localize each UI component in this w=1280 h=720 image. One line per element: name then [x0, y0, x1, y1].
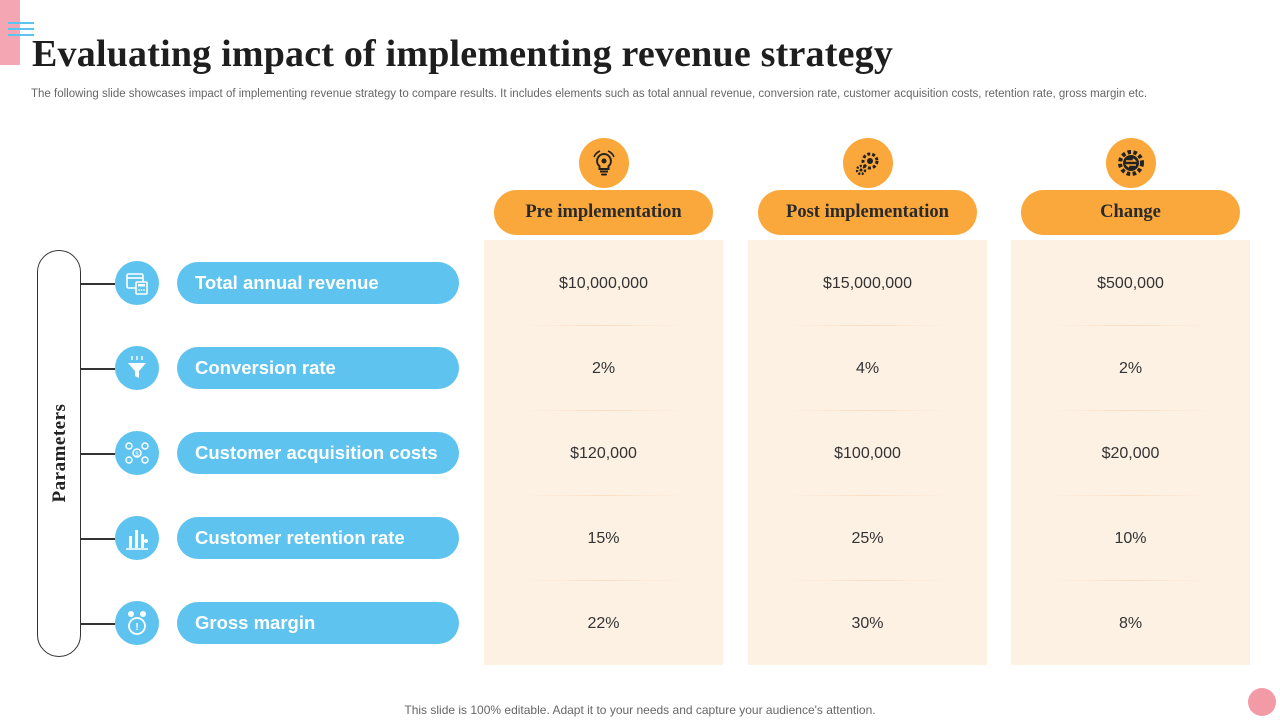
calculator-calendar-icon	[115, 261, 159, 305]
row-divider	[1051, 410, 1211, 411]
cell-conversion-pre: 2%	[591, 359, 616, 377]
cell-retention-pre: 15%	[587, 529, 620, 547]
cell-revenue-post: $15,000,000	[823, 274, 912, 292]
column-panel-pre	[484, 240, 723, 665]
corner-accent	[0, 0, 20, 65]
parameters-label: Parameters	[49, 403, 70, 503]
row-label-total-annual-revenue: Total annual revenue	[177, 262, 459, 304]
row-divider	[524, 325, 684, 326]
footer-note: This slide is 100% editable. Adapt it to…	[404, 703, 876, 717]
svg-text:!: !	[135, 622, 138, 633]
cell-acquisition-change: $20,000	[1101, 444, 1160, 462]
cell-retention-change: 10%	[1114, 529, 1147, 547]
cell-margin-pre: 22%	[587, 614, 620, 632]
row-divider	[524, 580, 684, 581]
funnel-icon	[115, 346, 159, 390]
cell-acquisition-pre: $120,000	[570, 444, 637, 462]
row-divider	[524, 410, 684, 411]
row-label-gross-margin: Gross margin	[177, 602, 459, 644]
column-header-post: Post implementation	[758, 190, 977, 235]
connector-line	[81, 453, 115, 455]
column-panel-post	[748, 240, 987, 665]
row-label-customer-acquisition-costs: Customer acquisition costs	[177, 432, 459, 474]
menu-icon[interactable]	[8, 22, 34, 38]
gear-arrows-icon	[1106, 138, 1156, 188]
cell-acquisition-post: $100,000	[834, 444, 901, 462]
column-panel-change	[1011, 240, 1250, 665]
connector-line	[81, 368, 115, 370]
row-divider	[1051, 495, 1211, 496]
gears-icon	[843, 138, 893, 188]
cell-conversion-post: 4%	[855, 359, 880, 377]
column-header-pre: Pre implementation	[494, 190, 713, 235]
cell-margin-change: 8%	[1118, 614, 1143, 632]
row-divider	[788, 325, 948, 326]
slide-subtitle: The following slide showcases impact of …	[31, 88, 1148, 100]
cell-revenue-pre: $10,000,000	[559, 274, 648, 292]
money-bag-icon: !	[115, 601, 159, 645]
row-label-conversion-rate: Conversion rate	[177, 347, 459, 389]
customer-network-icon: $	[115, 431, 159, 475]
cell-conversion-change: 2%	[1118, 359, 1143, 377]
bar-chart-people-icon	[115, 516, 159, 560]
row-divider	[1051, 325, 1211, 326]
row-divider	[788, 495, 948, 496]
row-label-customer-retention-rate: Customer retention rate	[177, 517, 459, 559]
cell-revenue-change: $500,000	[1097, 274, 1164, 292]
connector-line	[81, 538, 115, 540]
parameters-bracket	[37, 250, 81, 657]
lightbulb-gear-icon	[579, 138, 629, 188]
row-divider	[524, 495, 684, 496]
row-divider	[1051, 580, 1211, 581]
slide-title: Evaluating impact of implementing revenu…	[32, 33, 894, 75]
corner-dot	[1248, 688, 1276, 716]
column-header-change: Change	[1021, 190, 1240, 235]
cell-margin-post: 30%	[851, 614, 884, 632]
connector-line	[81, 623, 115, 625]
cell-retention-post: 25%	[851, 529, 884, 547]
row-divider	[788, 580, 948, 581]
row-divider	[788, 410, 948, 411]
svg-text:$: $	[135, 452, 139, 458]
connector-line	[81, 283, 115, 285]
